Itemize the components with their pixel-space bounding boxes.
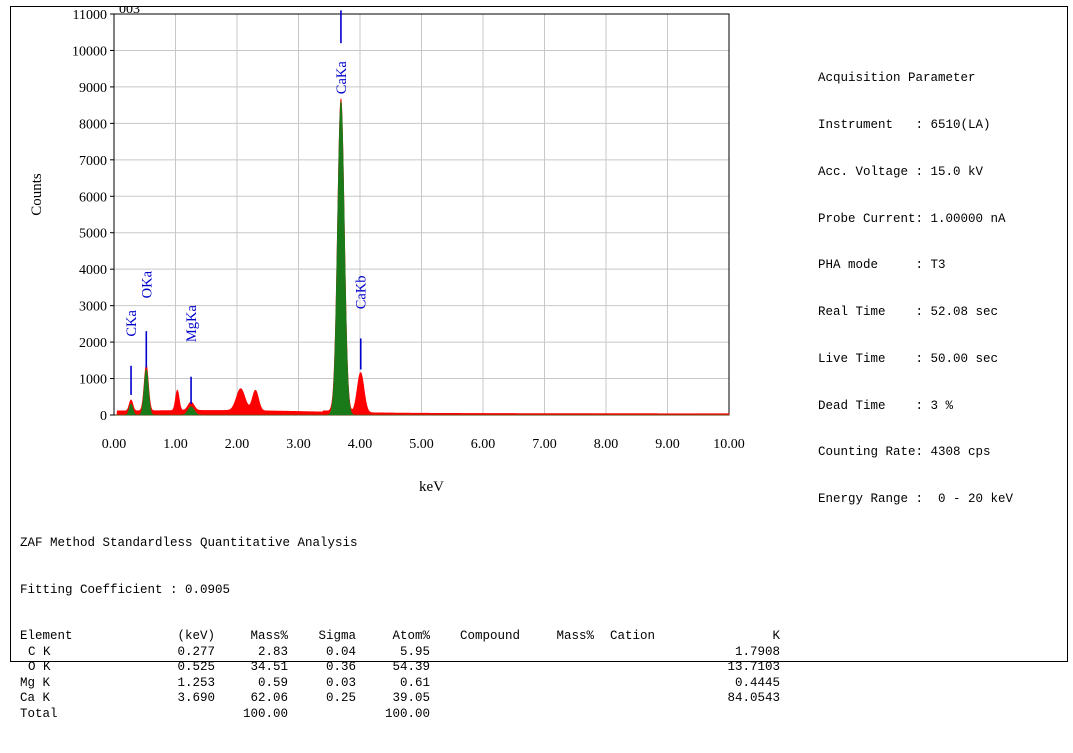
cell: 1.7908 bbox=[734, 644, 780, 659]
acquisition-line: Energy Range : 0 - 20 keV bbox=[818, 492, 1014, 507]
cell: Element bbox=[20, 629, 73, 643]
report-frame: 0.00 1.00 2.00 3.00 4.00 5.00 6.00 7.00 8.00 9.00… bbox=[10, 6, 1068, 721]
x-tick-label: 1.00 bbox=[163, 437, 188, 452]
peak-label: CaKb bbox=[354, 275, 370, 309]
acquisition-line: Counting Rate: 4308 cps bbox=[818, 445, 991, 460]
x-tick-label: 4.00 bbox=[348, 437, 373, 452]
cell: O K bbox=[28, 660, 51, 674]
cell: 2.83 bbox=[257, 644, 288, 659]
spectrum-fitted-peaks-area bbox=[115, 101, 729, 416]
cell: 0.36 bbox=[325, 660, 356, 674]
cell: C K bbox=[28, 644, 51, 659]
y-tick-label: 5000 bbox=[79, 227, 107, 242]
analysis-title: ZAF Method Standardless Quantitative Ana… bbox=[20, 536, 358, 550]
cell: 0.25 bbox=[325, 691, 356, 705]
sample-label: 003 bbox=[119, 7, 140, 17]
cell: 34.51 bbox=[250, 660, 288, 674]
y-tick-label: 8000 bbox=[79, 117, 107, 132]
analysis-table: Element (keV) Mass% Sigma Atom% Compound Mass%… bbox=[20, 629, 780, 723]
x-axis-label: keV bbox=[419, 479, 444, 495]
cell: 0.4445 bbox=[734, 675, 780, 690]
cell: 13.7103 bbox=[727, 660, 780, 674]
y-axis-label: Counts bbox=[29, 173, 45, 216]
quantitative-analysis: ZAF Method Standardless Quantitative Ana… bbox=[20, 505, 780, 753]
x-tick-label: 5.00 bbox=[409, 437, 434, 452]
cell: 1.253 bbox=[177, 675, 215, 690]
cell: 54.39 bbox=[392, 660, 430, 674]
cell: Mg K bbox=[20, 675, 51, 690]
y-tick-label: 11000 bbox=[73, 8, 107, 23]
table-row: Ca K 3.690 62.06 0.25 39.05 84.0543 bbox=[20, 691, 780, 707]
y-tick-label: 4000 bbox=[79, 263, 107, 278]
cell: 62.06 bbox=[250, 691, 288, 705]
cell: Ca K bbox=[20, 691, 51, 705]
cell: Mass% bbox=[250, 629, 288, 643]
table-header: Element (keV) Mass% Sigma Atom% Compound Mass%… bbox=[20, 629, 780, 645]
table-row: O K 0.525 34.51 0.36 54.39 13.7103 bbox=[20, 660, 780, 676]
cell: Atom% bbox=[392, 629, 430, 643]
cell: 0.277 bbox=[177, 644, 215, 659]
x-tick-label: 8.00 bbox=[594, 437, 619, 452]
table-row: C K 0.277 2.83 0.04 5.95 1.7908 bbox=[20, 644, 780, 661]
cell: 0.04 bbox=[325, 644, 356, 659]
acquisition-parameters: Acquisition Parameter Instrument : 6510(… bbox=[818, 40, 1013, 539]
acquisition-line: Probe Current: 1.00000 nA bbox=[818, 211, 1006, 226]
cell: 39.05 bbox=[392, 691, 430, 705]
acquisition-line: Dead Time : 3 % bbox=[818, 398, 954, 413]
y-tick-label: 10000 bbox=[72, 44, 107, 59]
x-tick-label: 3.00 bbox=[286, 437, 311, 452]
cell: 100.00 bbox=[384, 706, 430, 721]
cell: 0.61 bbox=[399, 675, 430, 690]
x-tick-label: 2.00 bbox=[225, 437, 250, 452]
table-row: Mg K 1.253 0.59 0.03 0.61 0.4445 bbox=[20, 675, 780, 692]
acquisition-line: Instrument : 6510(LA) bbox=[818, 117, 991, 132]
cell: 3.690 bbox=[177, 691, 215, 705]
cell: Total bbox=[20, 706, 58, 721]
cell: 84.0543 bbox=[727, 691, 780, 705]
peak-label: CaKa bbox=[334, 61, 350, 95]
cell: Cation bbox=[610, 629, 656, 643]
cell: 0.03 bbox=[325, 675, 356, 690]
cell: K bbox=[772, 629, 780, 643]
cell: (keV) bbox=[177, 629, 215, 643]
peak-label: OKa bbox=[139, 270, 155, 298]
x-tick-label: 0.00 bbox=[102, 437, 127, 452]
cell: 100.00 bbox=[242, 706, 288, 721]
acquisition-line: Real Time : 52.08 sec bbox=[818, 305, 999, 320]
cell: 0.525 bbox=[177, 660, 215, 674]
x-tick-label: 6.00 bbox=[471, 437, 496, 452]
y-tick-label: 1000 bbox=[79, 373, 107, 388]
cell: Compound bbox=[460, 629, 521, 643]
cell: 5.95 bbox=[399, 644, 430, 659]
y-tick-label: 7000 bbox=[79, 154, 107, 169]
acquisition-title: Acquisition Parameter bbox=[818, 71, 976, 86]
table-total-row: Total 100.00 100.00 bbox=[20, 706, 430, 723]
peak-label: MgKa bbox=[184, 304, 200, 342]
cell: Mass% bbox=[556, 629, 594, 643]
x-tick-label: 10.00 bbox=[713, 437, 745, 452]
peak-label: CKa bbox=[124, 309, 140, 336]
spectrum-background-area bbox=[115, 98, 730, 416]
y-tick-label: 3000 bbox=[79, 300, 107, 315]
cell: 0.59 bbox=[257, 675, 288, 690]
fitting-coefficient: Fitting Coefficient : 0.0905 bbox=[20, 582, 231, 597]
y-tick-label: 9000 bbox=[79, 81, 107, 96]
y-tick-label: 6000 bbox=[79, 190, 107, 205]
acquisition-line: Acc. Voltage : 15.0 kV bbox=[818, 164, 984, 179]
cell: Sigma bbox=[318, 629, 356, 643]
acquisition-line: PHA mode : T3 bbox=[818, 258, 946, 273]
x-tick-label: 9.00 bbox=[655, 437, 680, 452]
y-tick-label: 0 bbox=[100, 409, 107, 424]
acquisition-line: Live Time : 50.00 sec bbox=[818, 351, 999, 366]
spectrum-chart: 0.00 1.00 2.00 3.00 4.00 5.00 6.00 7.00 8.00 9.00… bbox=[29, 7, 745, 495]
y-tick-label: 2000 bbox=[79, 336, 107, 351]
x-tick-label: 7.00 bbox=[532, 437, 557, 452]
